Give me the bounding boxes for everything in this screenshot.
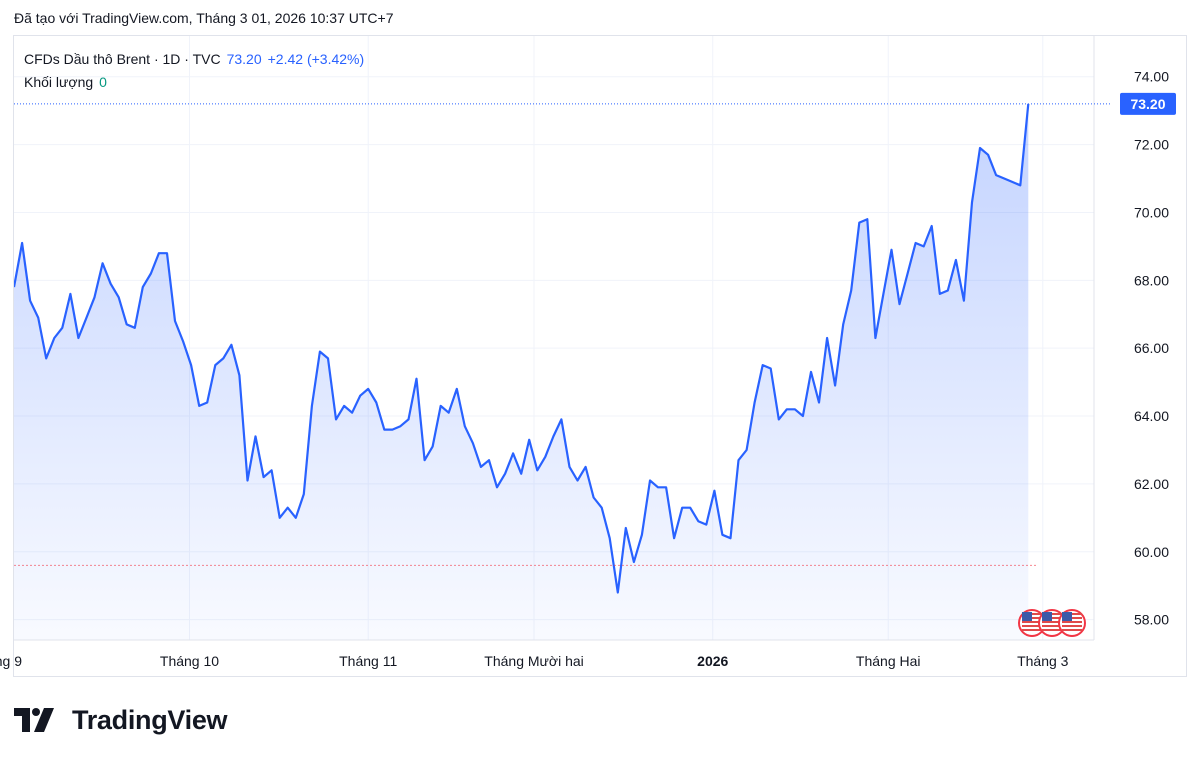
brand-name: TradingView bbox=[72, 704, 228, 735]
symbol-row[interactable]: CFDs Dầu thô Brent · 1D · TVC 73.20 +2.42 … bbox=[24, 48, 364, 71]
last-price-value: 73.20 bbox=[226, 51, 262, 67]
created-with-caption: Đã tạo với TradingView.com, Tháng 3 01, … bbox=[14, 10, 394, 26]
flag-stripe bbox=[1042, 629, 1062, 631]
axis-layer: 58.00 60.00 62.00 64.00 66.00 68.00 70.00 72.00… bbox=[0, 36, 1176, 669]
symbol-description[interactable]: CFDs Dầu thô Brent · 1D · TVC bbox=[24, 51, 221, 67]
price-line bbox=[14, 103, 1030, 594]
x-tick-label: Tháng Hai bbox=[856, 653, 921, 669]
flag-stripe bbox=[1062, 621, 1082, 623]
y-tick-label: 66.00 bbox=[1134, 340, 1169, 356]
chart-frame bbox=[13, 35, 1187, 677]
x-tick-label: Tháng 11 bbox=[339, 653, 397, 669]
x-tick-label: Tháng Mười hai bbox=[484, 653, 583, 669]
x-tick-label: 2026 bbox=[697, 653, 728, 669]
y-tick-label: 62.00 bbox=[1134, 476, 1169, 492]
us-flag-icon[interactable] bbox=[1058, 609, 1086, 637]
flag-stripe bbox=[1022, 625, 1042, 627]
flag-canton bbox=[1022, 612, 1032, 621]
y-tick-label: 58.00 bbox=[1134, 612, 1169, 628]
last-price-label: 73.20 bbox=[1130, 96, 1165, 112]
us-flag-icon[interactable] bbox=[1038, 609, 1066, 637]
flag-stripe bbox=[1062, 625, 1082, 627]
flag-stripe bbox=[1062, 629, 1082, 631]
flag-canton bbox=[1042, 612, 1052, 621]
volume-row[interactable]: Khối lượng 0 bbox=[24, 71, 364, 94]
volume-value: 0 bbox=[99, 74, 107, 90]
x-tick-label: Tháng 9 bbox=[0, 653, 22, 669]
x-tick-label: Tháng 10 bbox=[160, 653, 219, 669]
y-tick-label: 64.00 bbox=[1134, 408, 1169, 424]
series-layer bbox=[14, 103, 1036, 640]
country-flags[interactable] bbox=[1018, 609, 1086, 637]
x-tick-label: Tháng 3 bbox=[1017, 653, 1069, 669]
flag-stripe bbox=[1022, 629, 1042, 631]
price-area bbox=[14, 103, 1029, 640]
price-change: +2.42 (+3.42%) bbox=[267, 51, 365, 67]
y-tick-label: 60.00 bbox=[1134, 544, 1169, 560]
y-tick-label: 70.00 bbox=[1134, 204, 1169, 220]
flag-canton bbox=[1062, 612, 1072, 621]
volume-label: Khối lượng bbox=[24, 74, 94, 90]
flag-stripe bbox=[1042, 625, 1062, 627]
us-flag-icon[interactable] bbox=[1018, 609, 1046, 637]
flag-stripe bbox=[1042, 621, 1062, 623]
last-price-label-bg bbox=[1120, 92, 1176, 115]
tradingview-logo-icon bbox=[14, 708, 54, 732]
y-tick-label: 74.00 bbox=[1134, 69, 1169, 85]
chart-legend: CFDs Dầu thô Brent · 1D · TVC 73.20 +2.42 … bbox=[24, 48, 364, 94]
flag-stripe bbox=[1022, 621, 1042, 623]
y-tick-label: 72.00 bbox=[1134, 137, 1169, 153]
y-tick-label: 68.00 bbox=[1134, 272, 1169, 288]
tradingview-brand[interactable]: TradingView bbox=[14, 704, 228, 736]
